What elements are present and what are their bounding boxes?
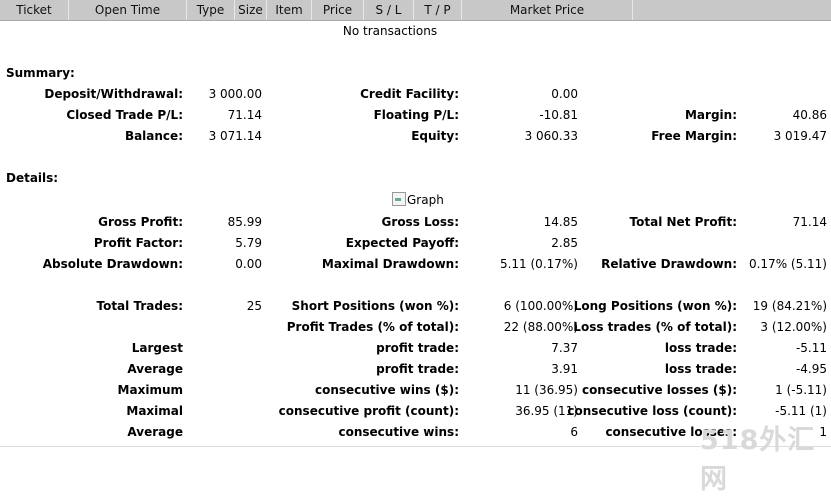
details-row-0-value-1: 85.99	[227, 215, 262, 229]
details-row-5-label-3: Loss trades (% of total):	[573, 320, 737, 334]
details-row-10-label-3: consecutive losses:	[605, 425, 737, 439]
details-row-6-value-3: -5.11	[795, 341, 827, 355]
details-row-8-label-1: Maximum	[117, 383, 183, 397]
details-row-6-label-1: Largest	[131, 341, 183, 355]
summary-row-0-value-2: 0.00	[551, 87, 578, 101]
graph-alt-text: Graph	[407, 193, 444, 207]
summary-row-1-value-1: 71.14	[227, 108, 262, 122]
details-row-0-label-3: Total Net Profit:	[629, 215, 737, 229]
details-row-8-label-3: consecutive losses ($):	[581, 383, 737, 397]
table-header: Ticket Open Time Type Size Item Price S …	[0, 0, 831, 21]
details-row-1-value-2: 2.85	[551, 236, 578, 250]
summary-row-2-label-2: Equity:	[411, 129, 459, 143]
column-header-tp[interactable]: T / P	[414, 0, 462, 20]
details-row-2-label-3: Relative Drawdown:	[601, 257, 737, 271]
graph-image: Graph	[392, 192, 444, 207]
details-row-1-value-1: 5.79	[235, 236, 262, 250]
details-row-2-value-3: 0.17% (5.11)	[748, 257, 827, 271]
details-row-8-value-2: 11 (36.95)	[515, 383, 578, 397]
summary-row-2-value-2: 3 060.33	[524, 129, 578, 143]
details-row-9-label-2: consecutive profit (count):	[278, 404, 459, 418]
details-row-9-value-2: 36.95 (11)	[515, 404, 578, 418]
details-row-6-label-3: loss trade:	[664, 341, 737, 355]
summary-row-1-label-1: Closed Trade P/L:	[66, 108, 183, 122]
column-header-size[interactable]: Size	[235, 0, 267, 20]
column-header-ticket[interactable]: Ticket	[0, 0, 69, 20]
details-row-10-label-1: Average	[127, 425, 183, 439]
summary-row-2-label-1: Balance:	[124, 129, 183, 143]
details-row-6-value-2: 7.37	[551, 341, 578, 355]
details-row-1-label-1: Profit Factor:	[93, 236, 183, 250]
broken-image-icon	[392, 192, 406, 206]
details-row-9-label-1: Maximal	[126, 404, 183, 418]
summary-row-1-label-3: Margin:	[684, 108, 737, 122]
details-row-9-value-3: -5.11 (1)	[775, 404, 827, 418]
no-transactions-text: No transactions	[342, 24, 438, 38]
details-row-10-value-3: 1	[819, 425, 827, 439]
details-row-7-label-3: loss trade:	[664, 362, 737, 376]
summary-row-2-value-3: 3 019.47	[773, 129, 827, 143]
summary-row-1-label-2: Floating P/L:	[373, 108, 459, 122]
summary-row-2-label-3: Free Margin:	[651, 129, 737, 143]
details-row-10-value-2: 6	[570, 425, 578, 439]
bottom-divider	[0, 446, 831, 447]
column-header-price[interactable]: Price	[312, 0, 364, 20]
summary-title: Summary:	[6, 66, 75, 80]
summary-row-0-value-1: 3 000.00	[208, 87, 262, 101]
column-header-type[interactable]: Type	[187, 0, 235, 20]
details-row-4-value-1: 25	[246, 299, 262, 313]
details-row-6-label-2: profit trade:	[376, 341, 459, 355]
details-row-0-label-2: Gross Loss:	[381, 215, 459, 229]
column-header-open-time[interactable]: Open Time	[69, 0, 187, 20]
details-row-2-label-1: Absolute Drawdown:	[42, 257, 183, 271]
details-row-4-label-3: Long Positions (won %):	[573, 299, 737, 313]
details-row-0-value-2: 14.85	[543, 215, 578, 229]
details-row-9-label-3: consecutive loss (count):	[567, 404, 737, 418]
details-title: Details:	[6, 171, 59, 185]
details-row-2-value-2: 5.11 (0.17%)	[499, 257, 578, 271]
details-row-5-value-3: 3 (12.00%)	[760, 320, 827, 334]
details-row-0-value-3: 71.14	[792, 215, 827, 229]
details-row-4-label-2: Short Positions (won %):	[291, 299, 459, 313]
details-row-7-label-1: Average	[127, 362, 183, 376]
details-row-7-value-2: 3.91	[551, 362, 578, 376]
details-row-2-value-1: 0.00	[235, 257, 262, 271]
summary-row-1-value-2: -10.81	[539, 108, 578, 122]
details-row-5-label-2: Profit Trades (% of total):	[286, 320, 459, 334]
details-row-7-label-2: profit trade:	[376, 362, 459, 376]
summary-row-0-label-1: Deposit/Withdrawal:	[44, 87, 183, 101]
column-header-item[interactable]: Item	[267, 0, 312, 20]
details-row-8-value-3: 1 (-5.11)	[775, 383, 827, 397]
details-row-4-label-1: Total Trades:	[96, 299, 183, 313]
summary-row-0-label-2: Credit Facility:	[360, 87, 459, 101]
details-row-5-value-2: 22 (88.00%)	[503, 320, 578, 334]
details-row-4-value-3: 19 (84.21%)	[752, 299, 827, 313]
details-row-8-label-2: consecutive wins ($):	[314, 383, 459, 397]
details-row-0-label-1: Gross Profit:	[98, 215, 183, 229]
watermark-logo: 518外汇网	[700, 425, 816, 495]
details-row-10-label-2: consecutive wins:	[338, 425, 459, 439]
details-row-2-label-2: Maximal Drawdown:	[321, 257, 459, 271]
details-row-7-value-3: -4.95	[795, 362, 827, 376]
summary-row-2-value-1: 3 071.14	[208, 129, 262, 143]
details-row-1-label-2: Expected Payoff:	[345, 236, 459, 250]
summary-row-1-value-3: 40.86	[792, 108, 827, 122]
column-header-sl[interactable]: S / L	[364, 0, 414, 20]
details-row-4-value-2: 6 (100.00%)	[503, 299, 578, 313]
column-header-market-price[interactable]: Market Price	[462, 0, 633, 20]
